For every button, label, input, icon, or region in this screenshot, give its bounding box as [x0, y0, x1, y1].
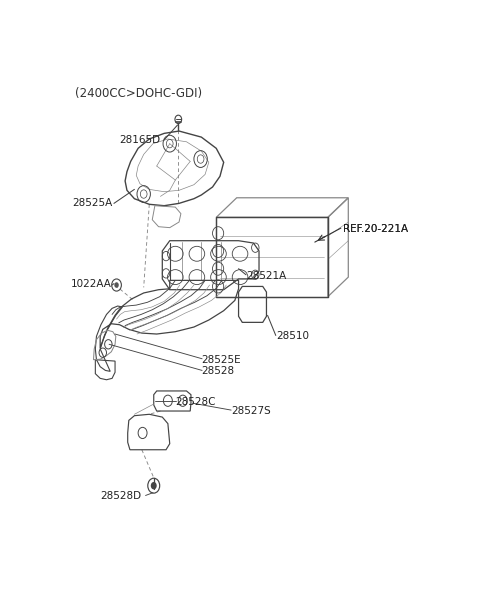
Text: 28528C: 28528C	[175, 397, 216, 407]
Text: 28527S: 28527S	[231, 406, 271, 416]
Text: REF.20-221A: REF.20-221A	[343, 224, 408, 234]
Circle shape	[151, 482, 156, 490]
Circle shape	[114, 282, 119, 288]
Text: 28525A: 28525A	[72, 198, 112, 208]
Text: REF.20-221A: REF.20-221A	[343, 224, 408, 234]
Text: 28510: 28510	[276, 331, 309, 341]
Text: 28528D: 28528D	[101, 491, 142, 501]
Text: 28528: 28528	[202, 367, 235, 376]
Text: (2400CC>DOHC-GDI): (2400CC>DOHC-GDI)	[75, 87, 202, 100]
Text: 28165D: 28165D	[120, 135, 160, 145]
Text: 1022AA: 1022AA	[71, 279, 112, 288]
Text: 28525E: 28525E	[202, 355, 241, 365]
Text: 28521A: 28521A	[246, 271, 286, 281]
